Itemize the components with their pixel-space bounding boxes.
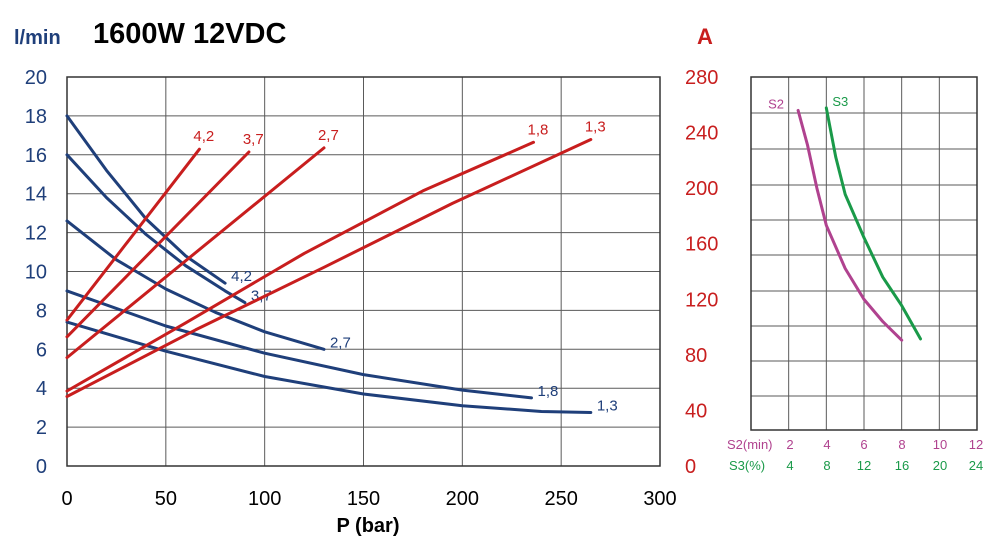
current-axis-tick-label: 120 [685,289,718,311]
s2-axis-tick-label: 8 [898,437,905,452]
flow-axis-tick-label: 6 [36,339,47,361]
main-plot-grid [66,76,661,467]
flow-curve-1-3 [65,320,593,414]
current-axis-tick-label: 0 [685,456,696,478]
x-axis-label: P (bar) [337,515,400,537]
current-axis-tick-label: 280 [685,67,718,89]
flow-curve-3-7 [65,153,247,305]
current-axis-tick-label: 40 [685,400,707,422]
duty-cycle-grid [750,76,978,431]
flow-axis-tick-label: 16 [25,145,47,167]
s2-axis-tick-label: 2 [786,437,793,452]
pressure-axis-tick-label: 250 [544,488,577,510]
current-curves: 4,2 3,7 2,7 1,8 1,3 [65,119,606,398]
s3-axis-tick-label: 24 [969,458,983,473]
current-axis-tick-label: 240 [685,123,718,145]
s3-axis-tick-label: 4 [786,458,793,473]
s3-axis-tick-label: 20 [933,458,947,473]
main-plot-frame [66,76,661,467]
current-curve-label: 3,7 [243,131,264,148]
pressure-axis-tick-label: 100 [248,488,281,510]
pressure-axis-tick-label: 50 [155,488,177,510]
flow-axis-tick-label: 14 [25,184,47,206]
flow-curve-label: 4,2 [231,268,252,285]
current-axis-tick-label: 200 [685,178,718,200]
duty-curve-s2 [796,108,904,342]
pressure-axis-tick-label: 200 [446,488,479,510]
flow-axis-tick-label: 4 [36,378,47,400]
duty-curve-label-s3: S3 [832,94,848,109]
current-curve-3-7 [65,150,251,339]
current-curve-2-7 [65,146,326,360]
current-axis-tick-label: 160 [685,234,718,256]
flow-curve-1-8 [65,289,533,400]
s2-axis-tick-label: 12 [969,437,983,452]
s3-axis-tick-label: 16 [895,458,909,473]
flow-axis-tick-label: 8 [36,300,47,322]
duty-curve-label-s2: S2 [768,96,784,111]
flow-curves: 4,2 3,7 2,7 1,8 1,3 [65,114,618,415]
current-curve-label: 4,2 [193,128,214,145]
current-curve-label: 1,8 [527,121,548,138]
flow-axis-tick-label: 0 [36,456,47,478]
flow-axis-tick-label: 10 [25,262,47,284]
duty-cycle-curves: S2 S3 [768,94,922,342]
flow-curve-2-7 [65,219,326,351]
current-curve-label: 1,3 [585,119,606,136]
flow-axis-tick-label: 2 [36,417,47,439]
duty-cycle-ticks: S2(min)S3(%)2 4 6 8 10 124 8 12 16 20 24 [727,437,983,473]
s3-axis-label: S3(%) [729,458,765,473]
flow-curve-label: 1,3 [597,398,618,415]
pressure-axis-tick-label: 150 [347,488,380,510]
current-curve-4-2 [65,147,201,322]
s2-axis-tick-label: 10 [933,437,947,452]
flow-axis-tick-label: 12 [25,223,47,245]
chart-title: 1600W 12VDC [93,18,286,50]
duty-curve-s3 [824,106,922,341]
current-axis-tick-label: 80 [685,345,707,367]
flow-unit-label: l/min [14,27,61,49]
flow-curve-label: 1,8 [538,383,559,400]
flow-axis-tick-label: 18 [25,106,47,128]
pressure-axis-tick-label: 0 [61,488,72,510]
flow-curve-label: 2,7 [330,334,351,351]
current-unit-label: A [697,24,713,49]
s3-axis-tick-label: 12 [857,458,871,473]
flow-axis-tick-label: 20 [25,67,47,89]
current-curve-1-8 [65,140,535,393]
s2-axis-tick-label: 6 [860,437,867,452]
current-curve-1-3 [65,138,593,398]
s3-axis-tick-label: 8 [823,458,830,473]
duty-plot-frame [750,76,978,431]
pressure-axis-tick-label: 300 [643,488,676,510]
current-curve-label: 2,7 [318,127,339,144]
s2-axis-label: S2(min) [727,437,773,452]
s2-axis-tick-label: 4 [823,437,830,452]
